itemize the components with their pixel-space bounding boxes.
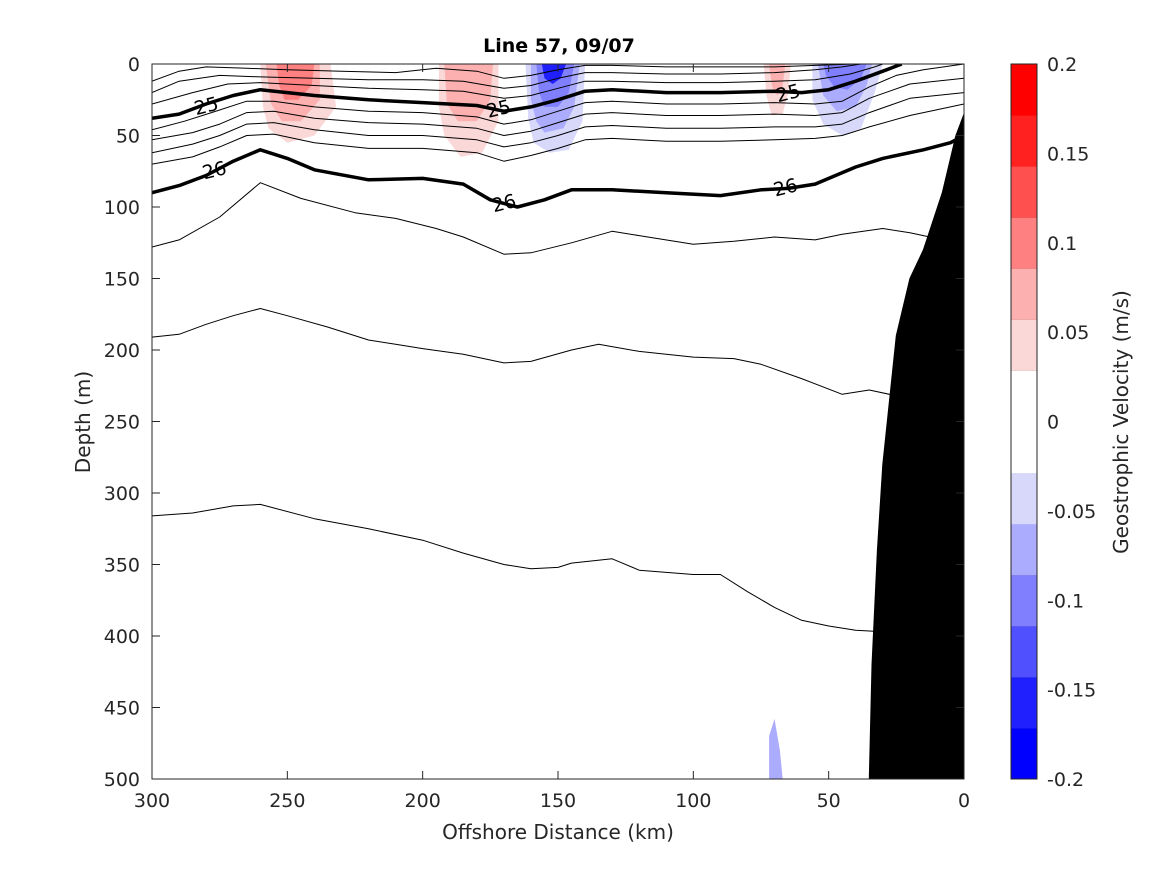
density-contour <box>152 64 862 94</box>
y-tick-label: 200 <box>104 340 140 362</box>
colorbar: 0.2 0.15 0.1 0.05 0 -0.05 -0.1 -0.15 -0.2 <box>1010 54 1096 791</box>
colorbar-tick-label: 0 <box>1047 412 1059 434</box>
colorbar-segment <box>1011 727 1037 780</box>
colorbar-segment <box>1011 574 1037 627</box>
y-tick-label: 400 <box>104 626 140 648</box>
y-tick-label: 300 <box>104 483 140 505</box>
y-axis-label: Depth (m) <box>71 371 95 473</box>
colorbar-tick-label: 0.15 <box>1047 143 1089 165</box>
y-tick-label: 350 <box>104 555 140 577</box>
negative-velocity-region <box>823 64 867 90</box>
density-contour-label: 26 <box>771 174 800 201</box>
y-tick-label: 500 <box>104 769 140 791</box>
density-contour-label: 26 <box>490 190 519 217</box>
colorbar-tick-label: 0.2 <box>1047 54 1077 76</box>
colorbar-segment <box>1011 472 1037 525</box>
y-tick-label: 50 <box>116 126 140 148</box>
colorbar-segment <box>1011 676 1037 729</box>
colorbar-segment <box>1011 421 1037 474</box>
density-contour <box>152 77 964 141</box>
labeled-density-contour <box>152 64 903 121</box>
colorbar-segment <box>1011 370 1037 422</box>
colorbar-segment <box>1011 115 1037 167</box>
colorbar-frame <box>1010 63 1038 780</box>
negative-velocity-region <box>257 535 355 779</box>
y-tick-label: 100 <box>104 197 140 219</box>
chart-title: Line 57, 09/07 <box>483 35 635 57</box>
density-contour <box>152 64 964 131</box>
x-tick-label: 300 <box>134 790 170 812</box>
colorbar-segment <box>1011 166 1037 218</box>
density-contour <box>152 182 938 255</box>
y-tick-label: 150 <box>104 269 140 291</box>
colorbar-segment <box>1011 268 1037 320</box>
x-axis-label: Offshore Distance (km) <box>442 820 674 844</box>
negative-velocity-region <box>747 543 802 779</box>
colorbar-segment <box>1011 625 1037 678</box>
colorbar-tick-label: 0.05 <box>1047 322 1089 344</box>
colorbar-segment <box>1011 523 1037 576</box>
colorbar-segment <box>1011 64 1037 116</box>
density-contour <box>152 64 856 82</box>
colorbar-label: Geostrophic Velocity (m/s) <box>1109 290 1133 554</box>
x-tick-label: 100 <box>675 790 711 812</box>
seafloor-shelf <box>868 113 964 779</box>
density-contour <box>152 103 964 165</box>
y-tick-label: 450 <box>104 698 140 720</box>
x-tick-label: 0 <box>958 790 970 812</box>
x-tick-label: 200 <box>405 790 441 812</box>
density-contour <box>152 92 964 154</box>
colorbar-tick-label: -0.1 <box>1047 590 1084 612</box>
colorbar-tick-label: -0.15 <box>1047 680 1096 702</box>
labeled-density-contour <box>152 133 964 209</box>
x-tick-label: 50 <box>817 790 841 812</box>
colorbar-tick-label: -0.2 <box>1047 769 1084 791</box>
colorbar-segment <box>1011 217 1037 269</box>
density-contour <box>152 64 883 105</box>
x-tick-label: 250 <box>269 790 305 812</box>
y-tick-label: 250 <box>104 412 140 434</box>
y-axis: 0 50 100 150 200 250 300 350 400 450 500 <box>104 54 964 791</box>
negative-velocity-region <box>152 64 274 200</box>
colorbar-segment <box>1011 319 1037 371</box>
positive-velocity-region <box>173 435 226 779</box>
negative-velocity-region <box>455 661 485 779</box>
density-contour <box>152 308 938 415</box>
x-tick-label: 150 <box>540 790 576 812</box>
bathymetry <box>868 113 964 779</box>
colorbar-tick-label: 0.1 <box>1047 233 1077 255</box>
negative-velocity-region <box>769 718 783 779</box>
positive-velocity-region <box>758 64 797 276</box>
positive-velocity-region <box>539 571 564 779</box>
x-axis: 300 250 200 150 100 50 0 <box>134 64 970 812</box>
colorbar-tick-label: -0.05 <box>1047 501 1096 523</box>
y-tick-label: 0 <box>128 54 140 76</box>
negative-velocity-region <box>612 661 640 779</box>
